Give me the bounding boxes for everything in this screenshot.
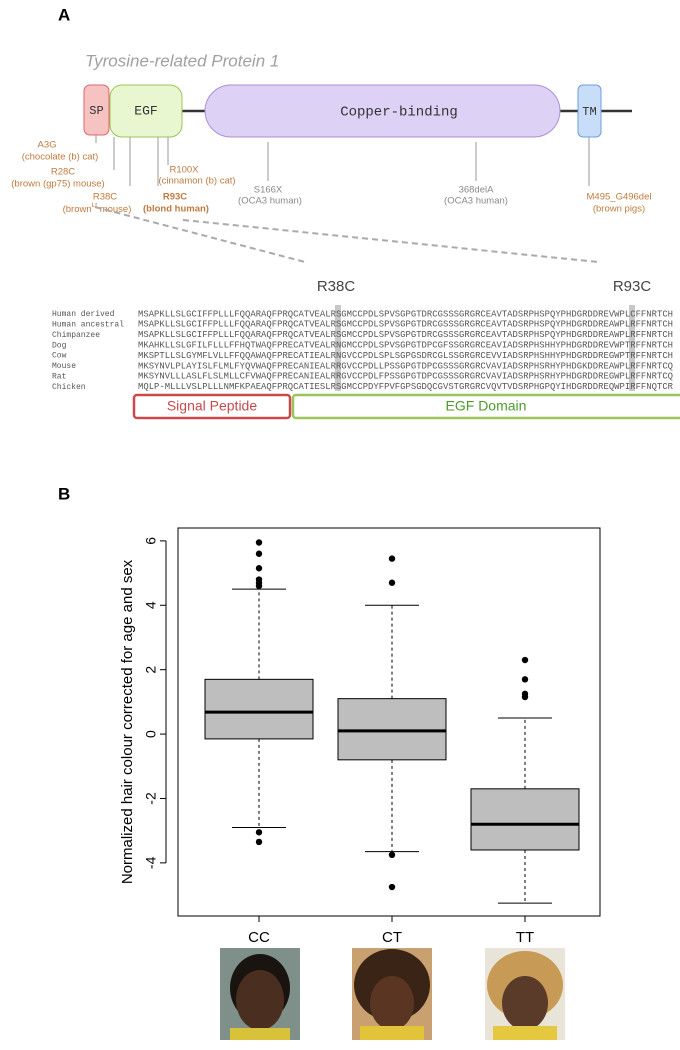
photo (352, 948, 432, 1040)
species-name: Rat (52, 373, 66, 382)
face (236, 970, 284, 1030)
y-axis-label: Normalized hair colour corrected for age… (119, 559, 136, 884)
y-tick-label: 0 (143, 730, 159, 738)
sequence: MKSPTLLSLGYMFLVLLFFQQAWAQFPRECATIEALRNGV… (138, 351, 673, 361)
box (337, 698, 447, 761)
plot-frame (177, 527, 601, 917)
species-name: Chicken (52, 383, 86, 392)
y-tick-label: -4 (143, 856, 159, 869)
column-highlight (629, 305, 635, 391)
region-box (132, 393, 292, 420)
outlier (388, 883, 396, 891)
photo (220, 948, 300, 1040)
y-tick-label: 6 (143, 537, 159, 545)
outlier (521, 656, 529, 664)
note-text: mouse) (97, 204, 131, 215)
mutation-name: S166X (254, 185, 283, 196)
species-name: Chimpanzee (52, 331, 100, 340)
species-name: Dog (52, 341, 67, 350)
species-name: Mouse (52, 362, 76, 371)
x-tick-label: CT (382, 929, 402, 946)
outlier (521, 693, 529, 701)
outlier (255, 582, 263, 590)
outlier (521, 676, 529, 683)
sequence: MKSYNVLLLASLFLSLMLLCFVWAQFPRECANIEALRRGV… (138, 372, 673, 382)
outlier (388, 851, 396, 859)
note-superscript: Lt (92, 202, 98, 209)
mutation-note: (chocolate (b) cat) (22, 152, 99, 163)
sequence: MSAPKLLSLGCIFFPLLLFQQARAQFPRQCATVEALRSGM… (138, 320, 673, 330)
zoom-label: R93C (613, 278, 652, 295)
outlier (255, 838, 263, 846)
zoom-label: R38C (317, 278, 356, 295)
domain-label: TM (582, 105, 596, 119)
species-name: Human ancestral (52, 321, 124, 330)
mutation-note: (blond human) (143, 204, 209, 215)
zoom-line (94, 206, 306, 263)
protein-title: Tyrosine-related Protein 1 (85, 51, 279, 70)
column-highlight (335, 305, 341, 391)
mutation-name: A3G (37, 140, 56, 151)
note-text: (brown (63, 204, 92, 215)
outlier (388, 579, 396, 586)
sequence: MQLP-MLLLVSLPLLLNMFKPAEAQFPRQCATIESLRSGM… (138, 382, 674, 392)
shirt (230, 1028, 290, 1040)
mutation-note: (brown pigs) (593, 204, 645, 215)
region-box (291, 393, 680, 420)
domain-label: Copper-binding (340, 105, 458, 121)
face (370, 976, 414, 1030)
box (204, 678, 314, 740)
x-tick-label: TT (516, 929, 534, 946)
sequence: MSAPKLLSLGCIFFPLLLFQQARAQFPRQCATVEALRSGM… (138, 330, 673, 340)
mutation-note: (cinnamon (b) cat) (158, 176, 235, 187)
outlier (255, 565, 263, 572)
domain-label: SP (89, 104, 103, 118)
panel-label: B (58, 484, 70, 503)
mutation-name: 368delA (459, 185, 495, 196)
domain-egf (109, 84, 183, 138)
outlier (255, 550, 263, 557)
y-tick-label: -2 (143, 792, 159, 805)
outlier (255, 829, 263, 836)
mutation-name: R100X (169, 165, 199, 176)
alignment: Human derived MSAPKLLSLGCIFFPLLLFQQARAQFP… (52, 309, 674, 392)
outlier (255, 539, 263, 546)
mutation-name: R93C (163, 192, 187, 203)
region-label: Signal Peptide (167, 398, 258, 414)
species-name: Cow (52, 352, 67, 361)
plot: -4 -2 0 2 4 6 CC CT TT (143, 537, 580, 946)
domain-label: EGF (134, 103, 157, 118)
zoom-line (182, 219, 599, 263)
mutation-note: (brownLt mouse) (63, 202, 132, 215)
photo (485, 948, 565, 1040)
box (470, 788, 580, 851)
species-name: Human derived (52, 310, 115, 319)
sequence: MKSYNVLPLAYISLFLMLFYQVWAQFPRECANIEALRRGV… (138, 361, 673, 371)
shirt (360, 1026, 424, 1040)
mutation-name: M495_G496del (587, 192, 652, 203)
mutation-note: (brown (gp75) mouse) (11, 179, 104, 190)
mutation-note: (OCA3 human) (444, 196, 508, 207)
face (502, 976, 548, 1030)
mutation-name: R28C (51, 167, 75, 178)
panel-label: A (58, 5, 70, 24)
mutation-name: R38C (93, 192, 117, 203)
shirt (493, 1026, 557, 1040)
sequence: MSAPKLLSLGCIFFPLLLFQQARAQFPRQCATVEALRSGM… (138, 309, 673, 319)
region-label: EGF Domain (446, 398, 527, 414)
domain-copper (204, 84, 561, 138)
x-tick-label: CC (248, 929, 270, 946)
mutation-note: (OCA3 human) (238, 196, 302, 207)
y-tick-label: 4 (143, 601, 159, 609)
outlier (388, 555, 396, 562)
y-tick-label: 2 (143, 666, 159, 674)
sequence: MKAHKLLSLGFILFLLLFFHQTWAQFPRECATVEALRNGM… (138, 341, 673, 351)
